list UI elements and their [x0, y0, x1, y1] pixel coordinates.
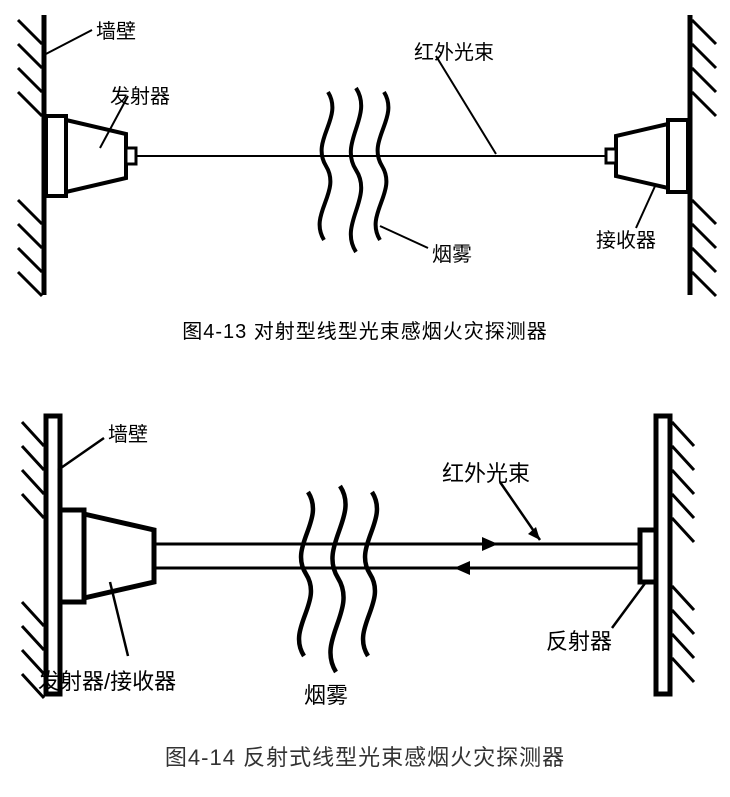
spacer	[0, 344, 730, 392]
diagram-1-svg	[0, 0, 730, 300]
label-wall-2: 墙壁	[108, 418, 148, 447]
label-emitter: 发射器	[110, 80, 170, 109]
leader-smoke	[380, 226, 428, 248]
label-emitter-receiver: 发射器/接收器	[38, 664, 176, 696]
leader-ir	[436, 56, 496, 154]
leader-wall	[42, 30, 92, 56]
emitter-device	[46, 116, 136, 196]
label-reflector: 反射器	[546, 624, 612, 656]
leader-reflector	[612, 582, 646, 628]
leader-wall-2	[58, 438, 104, 470]
emitter-receiver-device	[60, 510, 154, 602]
label-ir-beam-2: 红外光束	[442, 456, 530, 488]
right-wall	[690, 15, 716, 296]
smoke-waves	[320, 88, 389, 252]
label-receiver: 接收器	[596, 224, 656, 253]
left-wall	[18, 15, 44, 296]
label-smoke-2: 烟雾	[304, 678, 348, 710]
figure-4-14: 墙壁 红外光束 发射器/接收器 烟雾 反射器	[0, 392, 730, 722]
beams	[154, 537, 640, 575]
leader-emit-recv	[110, 582, 128, 656]
leader-receiver	[636, 184, 656, 228]
label-wall: 墙壁	[96, 15, 136, 44]
left-wall-2	[22, 416, 60, 698]
leader-ir-2	[500, 482, 540, 540]
right-wall-2	[656, 416, 694, 694]
caption-4-14: 图4-14 反射式线型光束感烟火灾探测器	[0, 740, 730, 772]
receiver-device	[606, 120, 688, 192]
caption-4-13: 图4-13 对射型线型光束感烟火灾探测器	[0, 315, 730, 344]
label-smoke: 烟雾	[432, 238, 472, 267]
figure-4-13: 墙壁 发射器 红外光束 烟雾 接收器	[0, 0, 730, 300]
reflector-device	[640, 530, 656, 582]
label-ir-beam: 红外光束	[414, 36, 494, 65]
smoke-waves-2	[299, 486, 377, 672]
